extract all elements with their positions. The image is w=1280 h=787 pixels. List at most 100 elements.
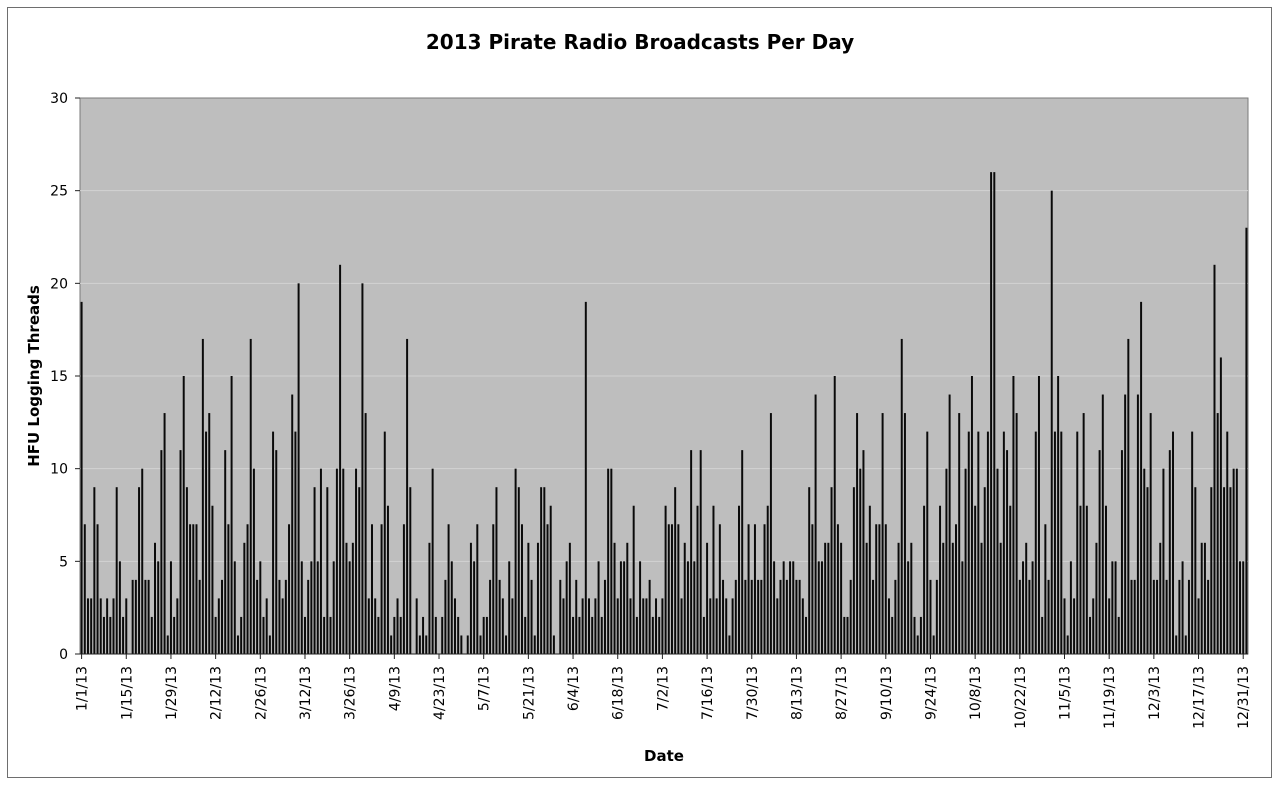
bar bbox=[221, 579, 223, 654]
bar bbox=[881, 413, 884, 654]
bar bbox=[900, 338, 903, 654]
bar bbox=[303, 616, 306, 654]
bar bbox=[240, 616, 243, 654]
bar bbox=[326, 487, 329, 654]
bar bbox=[80, 301, 83, 654]
bar bbox=[706, 542, 709, 654]
bar bbox=[536, 542, 539, 654]
y-axis-ticks: 0 5 10 15 20 25 30 bbox=[50, 91, 80, 663]
bar bbox=[894, 579, 897, 654]
bar bbox=[125, 598, 128, 654]
bar bbox=[422, 616, 425, 654]
bar bbox=[1149, 413, 1152, 654]
bar bbox=[686, 561, 689, 654]
bar bbox=[728, 635, 731, 654]
bar bbox=[517, 487, 520, 654]
bar bbox=[1050, 190, 1053, 655]
bar bbox=[521, 524, 523, 654]
bar bbox=[849, 579, 852, 654]
bar bbox=[1232, 468, 1235, 654]
bar bbox=[868, 505, 871, 654]
bar bbox=[581, 598, 584, 654]
bar bbox=[753, 524, 756, 654]
bar bbox=[824, 542, 827, 654]
bar bbox=[288, 524, 291, 654]
bar bbox=[425, 635, 428, 654]
bar bbox=[182, 376, 185, 654]
x-tick-label: 4/9/13 bbox=[387, 666, 403, 711]
bar bbox=[878, 524, 881, 654]
x-axis-title: Date bbox=[644, 747, 684, 765]
bar bbox=[447, 524, 450, 654]
bar bbox=[166, 635, 169, 654]
bar bbox=[747, 524, 750, 654]
bar bbox=[891, 616, 894, 654]
bar bbox=[916, 635, 919, 654]
bar bbox=[90, 598, 93, 654]
bar bbox=[508, 561, 511, 654]
bar bbox=[929, 579, 932, 654]
x-tick-label: 1/1/13 bbox=[75, 666, 91, 711]
x-tick-label: 7/30/13 bbox=[745, 666, 761, 720]
bar bbox=[623, 561, 626, 654]
bar bbox=[1076, 431, 1079, 654]
bar bbox=[1124, 394, 1127, 654]
bar bbox=[236, 635, 239, 654]
bar bbox=[690, 450, 693, 654]
bar bbox=[157, 561, 160, 654]
bar bbox=[122, 616, 125, 654]
bar bbox=[163, 413, 166, 654]
bar bbox=[619, 561, 622, 654]
y-tick-label: 25 bbox=[50, 184, 68, 200]
bar bbox=[715, 598, 718, 654]
bar bbox=[1223, 487, 1226, 654]
bar bbox=[712, 505, 715, 654]
x-tick-label: 8/13/13 bbox=[789, 666, 805, 720]
bar bbox=[674, 487, 677, 654]
bar bbox=[479, 635, 482, 654]
bar bbox=[964, 468, 967, 654]
bar bbox=[565, 561, 568, 654]
bar bbox=[138, 487, 141, 654]
bar bbox=[626, 542, 629, 654]
bar bbox=[329, 616, 332, 654]
bar bbox=[469, 542, 472, 654]
bar bbox=[252, 468, 255, 654]
bar bbox=[610, 468, 613, 654]
bar bbox=[313, 487, 316, 654]
bar bbox=[192, 524, 195, 654]
y-tick-label: 0 bbox=[59, 647, 68, 663]
bar bbox=[1162, 468, 1165, 654]
bar bbox=[642, 598, 645, 654]
x-tick-label: 6/4/13 bbox=[566, 666, 582, 711]
bar bbox=[173, 616, 176, 654]
bar bbox=[948, 394, 951, 654]
bar bbox=[562, 598, 565, 654]
bar bbox=[1239, 561, 1242, 654]
bar bbox=[983, 487, 986, 654]
bar bbox=[664, 505, 667, 654]
bar bbox=[932, 635, 935, 654]
bar bbox=[134, 579, 137, 654]
bar bbox=[785, 579, 788, 654]
bar bbox=[1111, 561, 1114, 654]
bar bbox=[1213, 264, 1216, 654]
bar bbox=[1130, 579, 1133, 654]
bar bbox=[1216, 413, 1219, 654]
bar bbox=[195, 524, 198, 654]
bar bbox=[699, 450, 702, 654]
bar bbox=[540, 487, 543, 654]
bar bbox=[284, 579, 287, 654]
bar bbox=[588, 598, 590, 654]
bar bbox=[872, 579, 875, 654]
bar bbox=[702, 616, 705, 654]
bar bbox=[734, 579, 737, 654]
bar bbox=[489, 579, 492, 654]
bar bbox=[1101, 394, 1104, 654]
bar bbox=[227, 524, 230, 654]
bar bbox=[256, 579, 259, 654]
x-tick-label: 2/26/13 bbox=[253, 666, 269, 720]
bar bbox=[559, 579, 562, 654]
bar bbox=[109, 616, 112, 654]
